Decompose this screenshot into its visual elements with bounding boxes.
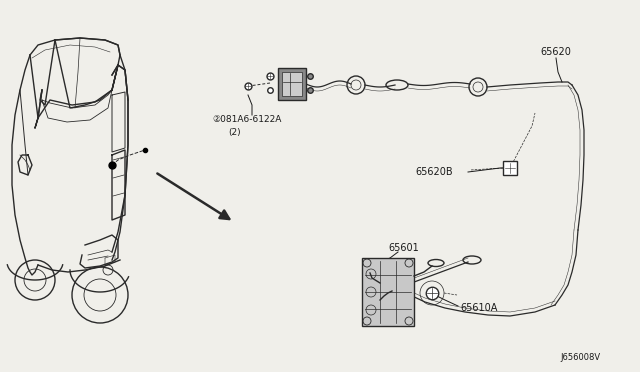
Text: 65620: 65620 — [540, 47, 571, 57]
FancyBboxPatch shape — [278, 68, 306, 100]
Text: 65601: 65601 — [388, 243, 419, 253]
FancyBboxPatch shape — [282, 72, 302, 96]
FancyBboxPatch shape — [503, 161, 517, 175]
Text: (2): (2) — [228, 128, 241, 137]
Text: 65620B: 65620B — [415, 167, 452, 177]
Text: ②081A6-6122A: ②081A6-6122A — [212, 115, 282, 125]
Text: 65610A: 65610A — [460, 303, 497, 313]
FancyBboxPatch shape — [362, 258, 414, 326]
Text: J656008V: J656008V — [560, 353, 600, 362]
